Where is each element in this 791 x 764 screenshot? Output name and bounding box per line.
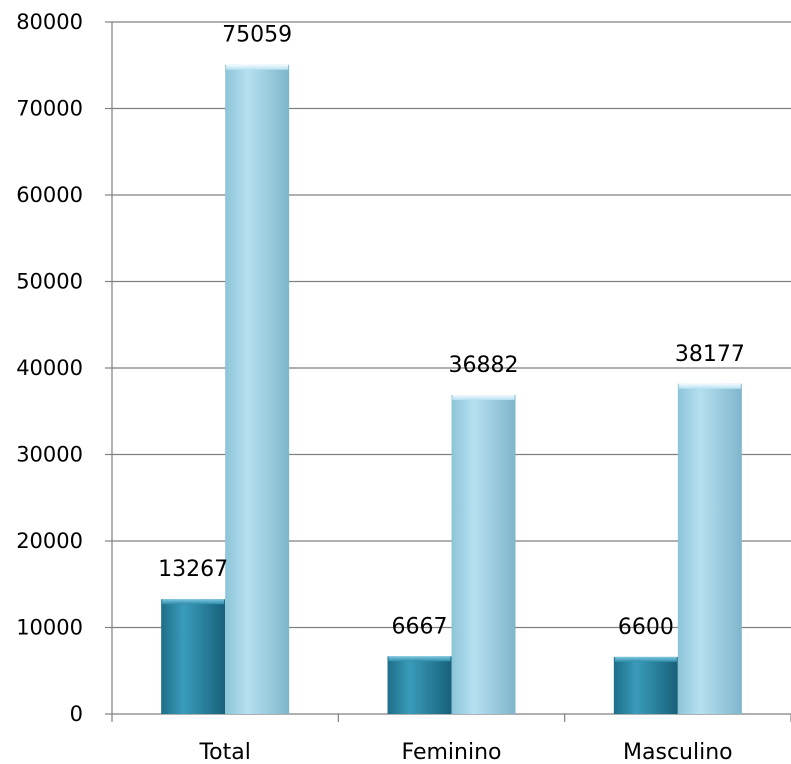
bar-top-bevel — [614, 656, 677, 662]
y-tick-label: 50000 — [16, 270, 83, 294]
bars — [161, 64, 742, 715]
y-tick-label: 80000 — [16, 10, 83, 34]
bar-top-bevel — [452, 394, 515, 400]
data-label: 6600 — [618, 615, 674, 640]
data-label: 6667 — [392, 614, 448, 639]
bar-feminino-series-2 — [451, 394, 516, 714]
data-label: 75059 — [222, 23, 292, 48]
bar-top-bevel — [678, 383, 741, 389]
y-tick-label: 20000 — [16, 529, 83, 553]
y-tick-label: 70000 — [16, 97, 83, 121]
y-tick-label: 30000 — [16, 443, 83, 467]
bar-feminino-series-1 — [387, 656, 452, 714]
bar-top-bevel — [226, 64, 289, 70]
data-label: 36882 — [449, 353, 519, 378]
bar-total-series-2 — [225, 64, 290, 715]
y-tick-label: 10000 — [16, 616, 83, 640]
data-label: 38177 — [675, 342, 745, 367]
x-category-label: Masculino — [623, 740, 733, 764]
bar-masculino-series-1 — [613, 656, 678, 714]
bar-masculino-series-2 — [677, 383, 742, 714]
x-category-label: Total — [198, 740, 250, 764]
y-tick-label: 60000 — [16, 183, 83, 207]
x-category-label: Feminino — [402, 740, 502, 764]
bar-top-bevel — [162, 599, 225, 605]
labels: 0 10000 20000 30000 40000 50000 60000 70000 8000… — [16, 10, 745, 764]
bar-total-series-1 — [161, 599, 226, 714]
bar-top-bevel — [388, 656, 451, 662]
y-tick-label: 0 — [70, 702, 83, 726]
y-tick-label: 40000 — [16, 356, 83, 380]
data-label: 13267 — [158, 557, 228, 582]
